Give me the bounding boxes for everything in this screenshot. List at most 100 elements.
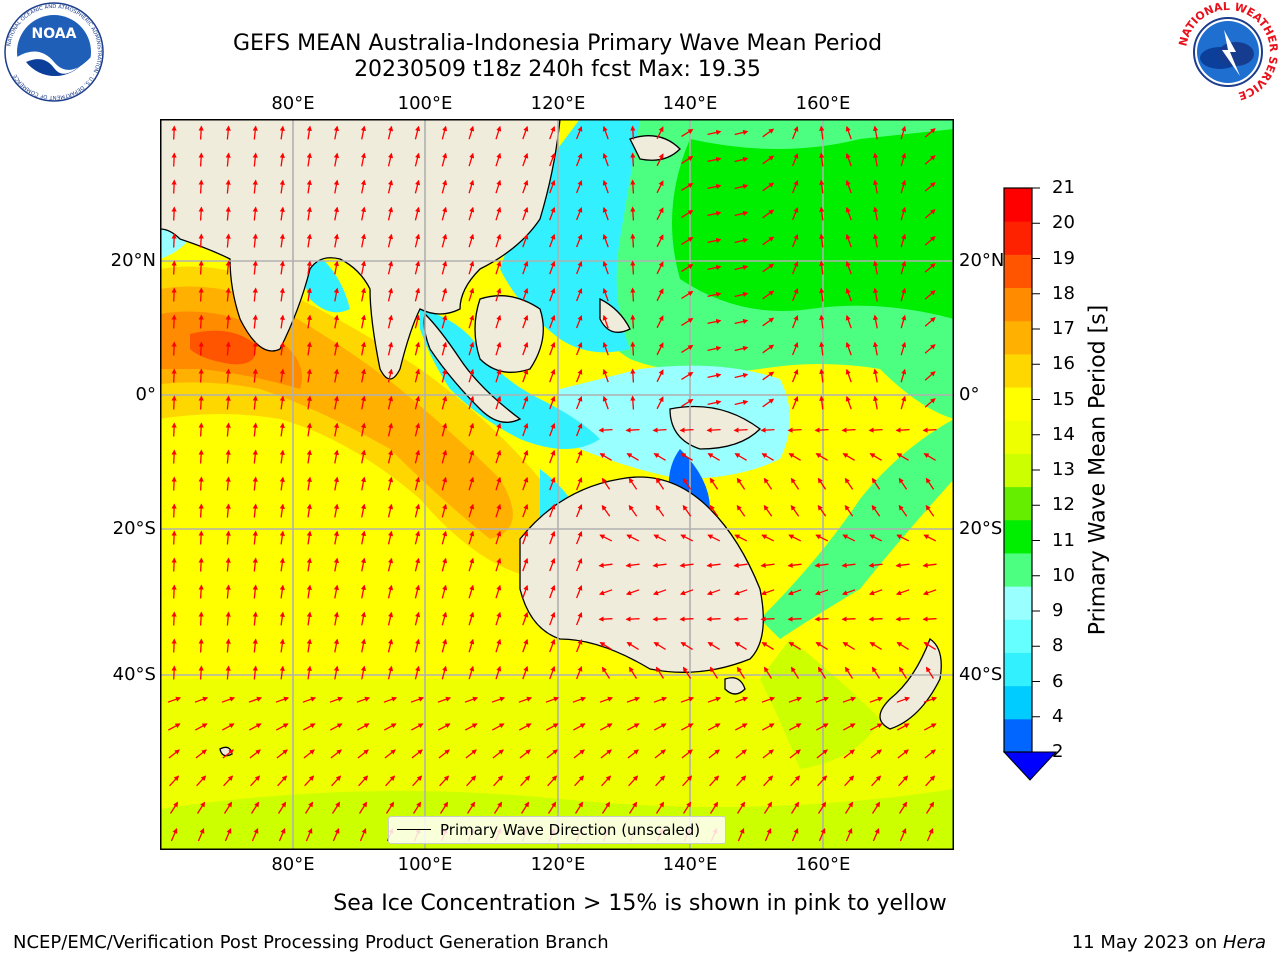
wave-direction-arrow: [360, 233, 367, 248]
wave-direction-arrow: [815, 723, 829, 731]
wave-direction-arrow: [171, 665, 177, 680]
wave-direction-arrow: [225, 611, 231, 626]
wave-direction-arrow: [225, 260, 231, 275]
wave-direction-arrow: [171, 125, 177, 140]
wave-direction-arrow: [788, 534, 802, 542]
colorbar-tick-label: 11: [1052, 529, 1075, 551]
wave-direction-arrow: [841, 427, 856, 433]
wave-direction-arrow: [845, 314, 852, 329]
wave-direction-arrow: [652, 616, 667, 622]
wave-direction-arrow: [171, 152, 177, 167]
wave-direction-arrow: [360, 665, 367, 680]
wave-direction-arrow: [870, 749, 882, 759]
wave-direction-arrow: [681, 399, 694, 407]
wave-direction-arrow: [522, 179, 529, 194]
wave-direction-arrow: [549, 395, 556, 410]
wave-direction-arrow: [360, 395, 367, 410]
wave-direction-arrow: [468, 314, 475, 329]
wave-direction-arrow: [468, 341, 475, 356]
wave-direction-arrow: [333, 287, 339, 302]
wave-direction-arrow: [630, 125, 636, 140]
wave-direction-arrow: [923, 696, 938, 703]
wave-direction-arrow: [819, 179, 825, 194]
wave-direction-arrow: [549, 422, 556, 437]
wave-direction-arrow: [575, 666, 583, 680]
wave-direction-arrow: [222, 749, 234, 759]
wave-direction-arrow: [656, 288, 664, 302]
wave-direction-arrow: [549, 449, 556, 464]
wave-direction-arrow: [306, 260, 312, 275]
wave-direction-arrow: [656, 315, 664, 329]
wave-direction-arrow: [522, 665, 529, 680]
wave-direction-arrow: [414, 314, 421, 329]
wave-direction-arrow: [625, 616, 640, 622]
wave-direction-arrow: [169, 801, 179, 814]
wave-direction-arrow: [279, 260, 285, 275]
colorbar-segment: [1004, 353, 1032, 388]
wave-direction-arrow: [329, 696, 344, 703]
wave-direction-arrow: [225, 179, 231, 194]
wave-direction-arrow: [360, 125, 367, 140]
wave-direction-arrow: [844, 666, 854, 679]
wave-direction-arrow: [333, 125, 339, 140]
wave-direction-arrow: [360, 557, 367, 572]
wave-direction-arrow: [549, 557, 556, 572]
wave-direction-arrow: [898, 666, 908, 679]
wave-direction-arrow: [250, 775, 261, 787]
wave-direction-arrow: [331, 801, 341, 814]
wave-direction-arrow: [762, 317, 775, 327]
wave-direction-arrow: [252, 638, 258, 653]
new-guinea-landmass: [669, 405, 761, 450]
wave-direction-arrow: [279, 530, 285, 545]
wave-direction-arrow: [923, 642, 936, 650]
wave-direction-arrow: [414, 341, 421, 356]
wave-direction-arrow: [845, 179, 852, 194]
wave-direction-arrow: [656, 261, 664, 275]
wave-direction-arrow: [414, 422, 421, 437]
wave-direction-arrow: [653, 723, 667, 731]
wave-direction-arrow: [357, 749, 369, 759]
wave-direction-arrow: [575, 126, 583, 140]
wave-direction-arrow: [652, 589, 667, 596]
wave-direction-arrow: [868, 589, 883, 596]
wave-direction-arrow: [441, 638, 448, 653]
colorbar-segment: [1004, 519, 1032, 554]
wave-direction-arrow: [225, 341, 231, 356]
wave-direction-arrow: [763, 477, 773, 490]
wave-direction-arrow: [819, 368, 825, 383]
wave-direction-arrow: [871, 477, 881, 490]
wave-direction-arrow: [842, 642, 855, 650]
colorbar-tick-label: 9: [1052, 600, 1064, 621]
wave-direction-arrow: [468, 584, 475, 599]
wave-direction-arrow: [387, 287, 394, 302]
wave-direction-arrow: [414, 260, 421, 275]
wave-direction-arrow: [549, 611, 556, 626]
wave-direction-arrow: [549, 638, 556, 653]
wave-direction-arrow: [279, 449, 285, 464]
wave-direction-arrow: [628, 801, 638, 814]
colorbar-segment: [1004, 287, 1032, 322]
wave-direction-arrow: [656, 207, 664, 221]
new-zealand-landmass: [879, 638, 942, 730]
wave-direction-arrow: [360, 584, 367, 599]
wave-direction-arrow: [819, 287, 825, 302]
generation-date: 11 May 2023 on Hera: [1072, 932, 1266, 953]
wave-direction-arrow: [872, 828, 880, 842]
wave-direction-arrow: [841, 562, 856, 568]
wave-direction-arrow: [924, 749, 936, 759]
wave-direction-arrow: [414, 557, 421, 572]
wave-direction-arrow: [466, 801, 476, 814]
wave-direction-arrow: [252, 206, 258, 221]
wave-direction-arrow: [171, 314, 177, 329]
wave-direction-arrow: [333, 530, 339, 545]
wave-direction-arrow: [791, 315, 799, 329]
generation-date-text: 11 May 2023 on: [1071, 932, 1223, 953]
wave-direction-arrow: [171, 611, 177, 626]
wave-direction-arrow: [790, 775, 801, 787]
wave-direction-arrow: [926, 828, 934, 842]
wave-direction-arrow: [791, 396, 799, 410]
wave-direction-arrow: [304, 775, 315, 787]
wave-direction-arrow: [412, 775, 423, 787]
wave-direction-arrow: [707, 534, 721, 542]
wave-direction-arrow: [441, 233, 448, 248]
